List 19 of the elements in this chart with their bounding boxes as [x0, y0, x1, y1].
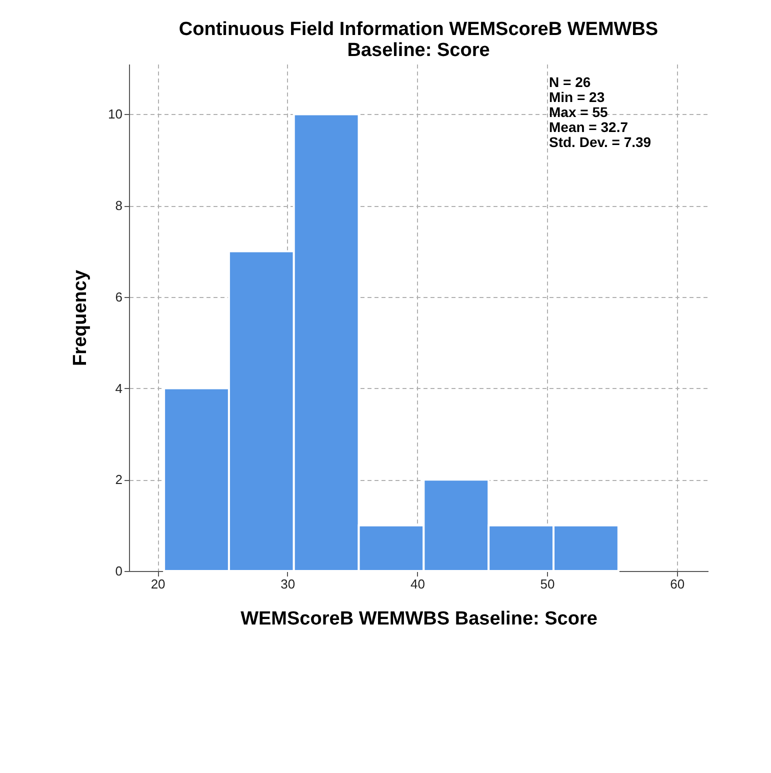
chart-title: Continuous Field Information WEMScoreB WEMWBS Baseline: Score: [178, 19, 658, 61]
x-tick-label: 50: [540, 576, 555, 592]
x-tick-label: 30: [280, 576, 296, 592]
x-axis-title: WEMScoreB WEMWBS Baseline: Score: [240, 608, 598, 630]
y-tick-label: 10: [108, 106, 122, 122]
y-tick-label: 0: [115, 564, 122, 578]
y-tick-label: 4: [115, 380, 122, 396]
x-tick-label: 20: [150, 576, 166, 592]
y-tick-label: 6: [115, 289, 122, 304]
y-tick-label: 8: [115, 198, 122, 214]
annotation: Std. Dev. = 7.39: [549, 134, 652, 150]
annotation: Mean = 32.7: [549, 119, 628, 135]
annotation: N = 26: [549, 74, 591, 90]
annotation: Min = 23: [549, 89, 605, 105]
x-tick-label: 60: [670, 576, 685, 592]
x-tick-label: 40: [410, 576, 425, 592]
annotation: Max = 55: [549, 104, 608, 120]
y-axis-title: Frequency: [70, 270, 92, 366]
y-tick-label: 2: [115, 472, 122, 488]
